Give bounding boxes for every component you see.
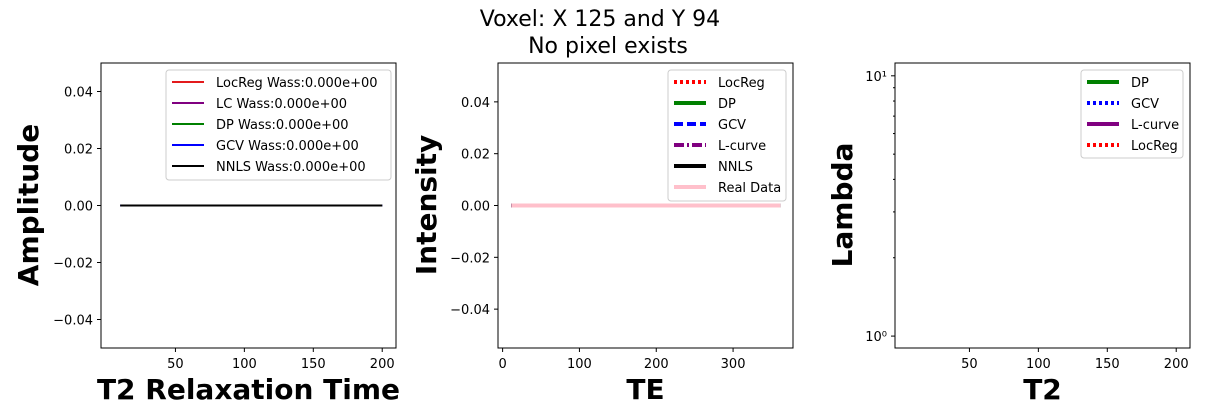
legend-label: GCV [1131, 97, 1159, 112]
axes-frame-3 [894, 62, 1191, 349]
legend-label: LocReg [1131, 139, 1178, 154]
legend-box [165, 69, 392, 181]
x-axis-label: T2 [1023, 373, 1062, 406]
y-tick-label: 0.04 [64, 86, 93, 101]
y-tick-label: 10¹ [865, 70, 887, 85]
y-tick-label: 0.00 [461, 200, 490, 215]
subplot-3: 50 100 150 200 10⁰ 10¹ T2 Lambda DP GCV L-curve Loc… [826, 62, 1191, 406]
y-axis-label: Amplitude [12, 124, 45, 286]
legend-label: NNLS [718, 160, 753, 175]
legend-label: LC Wass:0.000e+00 [216, 97, 347, 112]
x-tick-label: 150 [301, 357, 326, 372]
x-tick-label: 100 [232, 357, 257, 372]
legend-1: LocReg Wass:0.000e+00 LC Wass:0.000e+00 DP… [165, 69, 392, 181]
y-tick-label: 10⁰ [865, 330, 887, 345]
figure-title-line1: Voxel: X 125 and Y 94 [480, 7, 720, 32]
x-tick-label: 50 [167, 357, 184, 372]
legend-label: L-curve [718, 139, 766, 154]
x-axis-label: TE [626, 373, 664, 406]
y-tick-label: 0.00 [64, 200, 93, 215]
x-tick-label: 200 [1164, 357, 1189, 372]
x-tick-label: 200 [644, 357, 669, 372]
x-tick-label: 150 [1095, 357, 1120, 372]
x-tick-label: 300 [721, 357, 746, 372]
legend-label: L-curve [1131, 118, 1179, 133]
x-tick-label: 100 [567, 357, 592, 372]
legend-box [1080, 69, 1184, 159]
x-tick-label: 100 [1026, 357, 1051, 372]
y-tick-label: −0.04 [450, 303, 490, 318]
legend-label: DP [1131, 76, 1149, 91]
y-tick-label: 0.02 [64, 143, 93, 158]
y-axis-label: Lambda [826, 143, 859, 268]
legend-label: DP Wass:0.000e+00 [216, 118, 349, 133]
y-tick-label: −0.04 [53, 314, 93, 329]
legend-label: GCV Wass:0.000e+00 [216, 139, 359, 154]
x-tick-label: 200 [370, 357, 395, 372]
legend-label: LocReg [718, 76, 765, 91]
x-axis-label: T2 Relaxation Time [97, 373, 400, 406]
legend-2: LocReg DP GCV L-curve NNLS Real Data [667, 69, 787, 202]
legend-label: NNLS Wass:0.000e+00 [216, 160, 366, 175]
x-tick-label: 50 [961, 357, 978, 372]
legend-label: DP [718, 97, 736, 112]
legend-label: Real Data [718, 181, 781, 196]
y-tick-label: −0.02 [450, 251, 490, 266]
x-tick-label: 0 [498, 357, 506, 372]
figure-title-line2: No pixel exists [528, 34, 688, 59]
legend-label: LocReg Wass:0.000e+00 [216, 76, 378, 91]
legend-3: DP GCV L-curve LocReg [1080, 69, 1184, 159]
y-tick-label: 0.02 [461, 148, 490, 163]
y-tick-label: 0.04 [461, 96, 490, 111]
legend-label: GCV [718, 118, 746, 133]
subplot-1: 50 100 150 200 −0.04 −0.02 0.00 0.02 0.04 T2 Rela… [12, 62, 400, 406]
y-axis-label: Intensity [410, 135, 443, 276]
y-tick-label: −0.02 [53, 257, 93, 272]
subplot-2: 0 100 200 300 −0.04 −0.02 0.00 0.02 0.04 TE Intens… [410, 62, 794, 406]
